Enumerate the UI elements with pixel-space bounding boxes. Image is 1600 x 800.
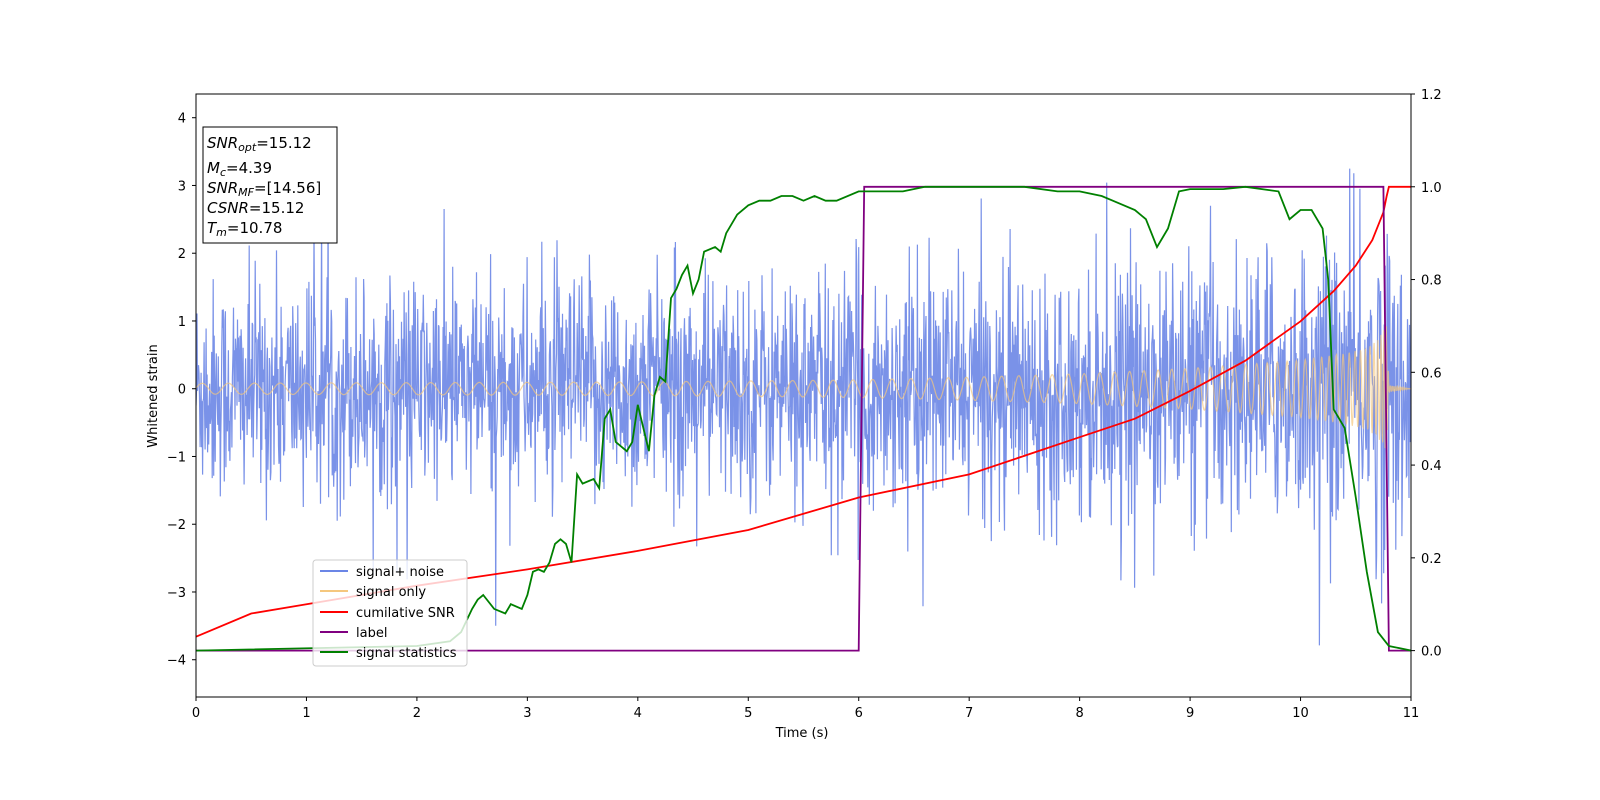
legend-label-label: label xyxy=(356,626,387,641)
signal-only-line xyxy=(196,326,1411,449)
signal-plus-noise-line xyxy=(196,168,1411,646)
annotation-snr-mf-sub: MF xyxy=(238,186,254,199)
annotation-snr-opt-value: =15.12 xyxy=(256,134,312,152)
annotation-mc-sub: c xyxy=(220,166,226,179)
annotation-snr-mf-value: =[14.56] xyxy=(254,179,321,197)
annotation-line-mc: Mc=4.39 xyxy=(207,159,272,179)
plot-frame xyxy=(195,93,1412,698)
y-left-tick-label: −4 xyxy=(167,654,186,669)
legend-label-cumulative-snr: cumilative SNR xyxy=(356,606,455,621)
x-tick-label: 4 xyxy=(634,706,642,721)
signal-only-series xyxy=(196,326,1411,449)
y-left-tick-label: −1 xyxy=(167,450,186,465)
annotation-snr-opt-main: SNR xyxy=(207,134,238,152)
annotation-box: SNRopt=15.12 Mc=4.39 SNRMF=[14.56] CSNR=… xyxy=(202,126,338,244)
y-left-tick-label: 2 xyxy=(178,247,186,262)
signal-plus-noise-series xyxy=(196,168,1411,646)
y-left-tick-label: −2 xyxy=(167,518,186,533)
y-right-tick-label: 0.4 xyxy=(1421,459,1442,474)
annotation-snr-mf-main: SNR xyxy=(207,179,238,197)
y-axis-right: 0.0 0.2 0.4 0.6 0.8 1.0 1.2 xyxy=(1411,88,1442,660)
annotation-mc-main: M xyxy=(207,159,220,177)
annotation-line-tm: Tm=10.78 xyxy=(207,219,282,239)
y-left-tick-label: 0 xyxy=(178,383,186,398)
x-tick-label: 11 xyxy=(1403,706,1420,721)
x-tick-label: 9 xyxy=(1186,706,1194,721)
x-tick-label: 2 xyxy=(413,706,421,721)
label-series xyxy=(196,185,1411,652)
annotation-line-csnr: CSNR=15.12 xyxy=(207,199,304,217)
y-right-tick-label: 0.8 xyxy=(1421,274,1442,289)
y-left-tick-label: 4 xyxy=(178,112,186,127)
legend-label-signal-statistics: signal statistics xyxy=(356,646,457,661)
x-tick-label: 1 xyxy=(302,706,310,721)
y-left-tick-label: 1 xyxy=(178,315,186,330)
x-tick-label: 3 xyxy=(523,706,531,721)
annotation-tm-value: =10.78 xyxy=(227,219,283,237)
annotation-line-snr-mf: SNRMF=[14.56] xyxy=(207,179,321,199)
label-line xyxy=(196,185,1411,652)
annotation-line-snr-opt: SNRopt=15.12 xyxy=(207,134,312,154)
signal-statistics-line xyxy=(196,185,1411,652)
x-tick-label: 0 xyxy=(192,706,200,721)
x-tick-label: 5 xyxy=(744,706,752,721)
annotation-tm-main: T xyxy=(207,219,218,237)
annotation-csnr-main: CSNR xyxy=(207,199,249,217)
y-right-tick-label: 0.6 xyxy=(1421,366,1442,381)
legend-label-signal-plus-noise: signal+ noise xyxy=(356,565,444,580)
x-tick-label: 6 xyxy=(855,706,863,721)
annotation-frame xyxy=(202,126,338,244)
y-left-tick-label: 3 xyxy=(178,179,186,194)
y-axis-left: −4 −3 −2 −1 0 1 2 3 4 xyxy=(167,112,196,669)
y-right-tick-label: 1.0 xyxy=(1421,181,1442,196)
legend-frame xyxy=(312,559,468,667)
y-right-tick-label: 0.2 xyxy=(1421,552,1442,567)
annotation-mc-value: =4.39 xyxy=(226,159,272,177)
y-right-tick-label: 0.0 xyxy=(1421,645,1442,660)
signal-statistics-series xyxy=(196,185,1411,652)
x-axis-label: Time (s) xyxy=(775,726,829,741)
x-tick-label: 8 xyxy=(1075,706,1083,721)
y-axis-label: Whitened strain xyxy=(146,344,161,447)
legend: signal+ noise signal only cumilative SNR… xyxy=(312,559,468,667)
y-right-tick-label: 1.2 xyxy=(1421,88,1442,103)
x-axis: 0 1 2 3 4 5 6 7 8 9 10 11 xyxy=(192,697,1419,721)
annotation-snr-opt-sub: opt xyxy=(238,141,257,154)
annotation-tm-sub: m xyxy=(216,226,227,239)
y-left-tick-label: −3 xyxy=(167,586,186,601)
x-tick-label: 10 xyxy=(1292,706,1309,721)
legend-label-signal-only: signal only xyxy=(356,585,426,600)
x-tick-label: 7 xyxy=(965,706,973,721)
annotation-csnr-value: =15.12 xyxy=(249,199,305,217)
